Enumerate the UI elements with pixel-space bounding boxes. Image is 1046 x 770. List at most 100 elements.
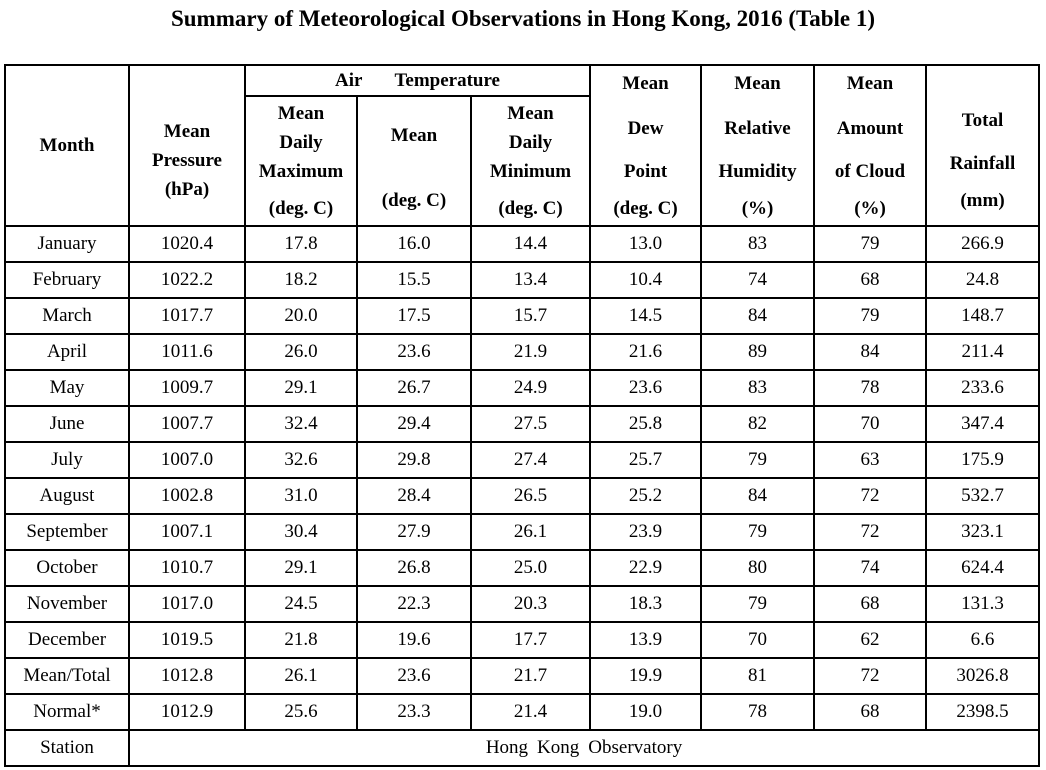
pressure-cell: 1009.7 <box>128 369 246 407</box>
pressure-cell: 1017.0 <box>128 585 246 623</box>
table-title: Summary of Meteorological Observations i… <box>170 6 876 31</box>
humidity-cell: 81 <box>700 657 816 695</box>
header-dew-point: Mean Dew Point (deg. C) <box>589 64 703 227</box>
mean-temp-cell: 22.3 <box>356 585 472 623</box>
header-min-temp-line: Daily <box>508 132 553 153</box>
humidity-cell: 79 <box>700 441 816 479</box>
station-word: Kong <box>537 737 580 758</box>
header-pressure-line: Pressure <box>151 150 222 171</box>
header-humidity-line: Relative <box>724 117 791 139</box>
cloud-cell: 72 <box>813 657 928 695</box>
mean-temp-cell: 23.3 <box>356 693 472 731</box>
table-row: Mean/Total 1012.8 26.1 23.6 21.7 19.9 81 72 3026… <box>4 657 1041 695</box>
humidity-cell: 84 <box>700 477 816 515</box>
pressure-cell: 1017.7 <box>128 297 246 335</box>
header-humidity-line: (%) <box>741 197 774 219</box>
rainfall-cell: 2398.5 <box>925 693 1041 731</box>
mean-temp-cell: 23.6 <box>356 657 472 695</box>
header-air-word: Air <box>335 70 363 91</box>
mean-temp-cell: 29.8 <box>356 441 472 479</box>
dew-point-cell: 13.9 <box>589 621 703 659</box>
station-value: Hong Kong Observatory <box>127 729 1041 767</box>
rainfall-cell: 175.9 <box>925 441 1041 479</box>
month-cell: January <box>4 225 130 263</box>
header-month-label: Month <box>39 135 95 156</box>
max-temp-cell: 18.2 <box>244 261 358 299</box>
pressure-cell: 1020.4 <box>128 225 246 263</box>
dew-point-cell: 10.4 <box>589 261 703 299</box>
max-temp-cell: 25.6 <box>244 693 358 731</box>
humidity-cell: 89 <box>700 333 816 371</box>
pressure-cell: 1007.1 <box>128 513 246 551</box>
humidity-cell: 78 <box>700 693 816 731</box>
pressure-cell: 1010.7 <box>128 549 246 587</box>
cloud-cell: 72 <box>813 513 928 551</box>
table-row: October 1010.7 29.1 26.8 25.0 22.9 80 74 624.4 <box>4 549 1041 587</box>
month-cell: Mean/Total <box>4 657 130 695</box>
min-temp-cell: 24.9 <box>469 369 592 407</box>
pressure-cell: 1007.0 <box>128 441 246 479</box>
month-cell: March <box>4 297 130 335</box>
cloud-cell: 78 <box>813 369 928 407</box>
header-mean-temp-line: (deg. C) <box>381 190 447 211</box>
station-word: Observatory <box>588 737 683 758</box>
humidity-cell: 79 <box>700 585 816 623</box>
max-temp-cell: 32.4 <box>244 405 358 443</box>
dew-point-cell: 25.7 <box>589 441 703 479</box>
max-temp-cell: 17.8 <box>244 225 358 263</box>
header-max-temp-line: Daily <box>279 132 323 153</box>
min-temp-cell: 21.9 <box>469 333 592 371</box>
observations-table: Month Mean Pressure (hPa) Air Temperature… <box>4 64 1041 767</box>
pressure-cell: 1012.9 <box>128 693 246 731</box>
mean-temp-cell: 29.4 <box>356 405 472 443</box>
dew-point-cell: 23.9 <box>589 513 703 551</box>
dew-point-cell: 23.6 <box>589 369 703 407</box>
station-word: Hong <box>485 737 529 758</box>
month-cell: June <box>4 405 130 443</box>
header-dew-point-line: Mean <box>622 72 669 94</box>
table-row: May 1009.7 29.1 26.7 24.9 23.6 83 78 233.6 <box>4 369 1041 407</box>
mean-temp-cell: 17.5 <box>356 297 472 335</box>
header-rainfall-line: Rainfall <box>949 153 1016 174</box>
table-footer: Station Hong Kong Observatory <box>4 729 1041 767</box>
header-air-temperature: Air Temperature <box>243 64 592 97</box>
month-cell: April <box>4 333 130 371</box>
dew-point-cell: 22.9 <box>589 549 703 587</box>
month-cell: September <box>4 513 130 551</box>
header-cloud-line: Amount <box>836 117 904 139</box>
header-cloud-line: Mean <box>846 72 894 94</box>
station-row: Station Hong Kong Observatory <box>4 729 1041 767</box>
month-cell: December <box>4 621 130 659</box>
dew-point-cell: 19.9 <box>589 657 703 695</box>
month-cell: Normal* <box>4 693 130 731</box>
rainfall-cell: 233.6 <box>925 369 1041 407</box>
header-mean-temp: Mean (deg. C) <box>356 95 472 227</box>
header-mean-temp-line: Mean <box>390 125 438 146</box>
mean-temp-cell: 16.0 <box>356 225 472 263</box>
cloud-cell: 72 <box>813 477 928 515</box>
mean-temp-cell: 15.5 <box>356 261 472 299</box>
cloud-cell: 84 <box>813 333 928 371</box>
dew-point-cell: 18.3 <box>589 585 703 623</box>
min-temp-cell: 21.7 <box>469 657 592 695</box>
header-rainfall-line: (mm) <box>960 190 1005 211</box>
rainfall-cell: 624.4 <box>925 549 1041 587</box>
header-max-temp-line: (deg. C) <box>268 198 334 219</box>
pressure-cell: 1002.8 <box>128 477 246 515</box>
min-temp-cell: 13.4 <box>469 261 592 299</box>
max-temp-cell: 31.0 <box>244 477 358 515</box>
header-rainfall-line: Total <box>961 110 1004 131</box>
table-row: June 1007.7 32.4 29.4 27.5 25.8 82 70 347.4 <box>4 405 1041 443</box>
header-dew-point-line: (deg. C) <box>613 197 678 219</box>
dew-point-cell: 19.0 <box>589 693 703 731</box>
header-humidity-line: Mean <box>734 72 781 94</box>
header-month: Month <box>4 64 130 227</box>
header-humidity: Mean Relative Humidity (%) <box>700 64 816 227</box>
cloud-cell: 70 <box>813 405 928 443</box>
min-temp-cell: 25.0 <box>469 549 592 587</box>
pressure-cell: 1011.6 <box>128 333 246 371</box>
max-temp-cell: 20.0 <box>244 297 358 335</box>
cloud-cell: 79 <box>813 225 928 263</box>
min-temp-cell: 21.4 <box>469 693 592 731</box>
header-max-temp-line: Mean <box>277 103 325 124</box>
